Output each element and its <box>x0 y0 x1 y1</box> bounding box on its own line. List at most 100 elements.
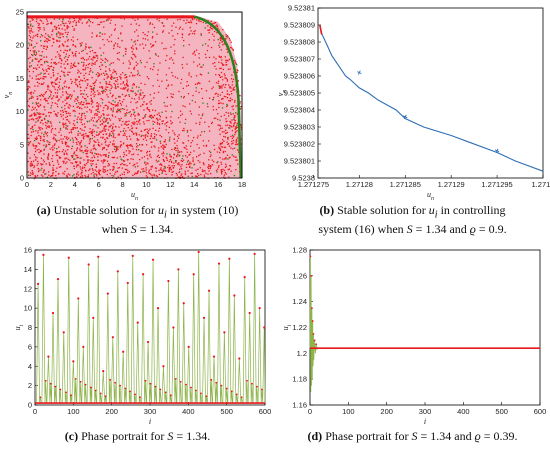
scatter-point <box>80 90 82 92</box>
scatter-point <box>123 87 125 89</box>
scatter-point <box>171 171 173 173</box>
scatter-point <box>49 22 52 24</box>
scatter-point <box>166 18 168 20</box>
scatter-point <box>217 27 219 29</box>
scatter-point <box>195 49 198 51</box>
scatter-point <box>185 145 188 147</box>
scatter-point <box>161 120 163 122</box>
scatter-point <box>220 56 222 59</box>
scatter-point <box>181 164 183 166</box>
scatter-point <box>35 109 38 111</box>
scatter-point <box>128 120 130 122</box>
x-tick-label: 200 <box>105 407 118 416</box>
scatter-point <box>69 48 71 50</box>
scatter-point <box>120 33 122 35</box>
scatter-point <box>65 122 67 125</box>
scatter-point <box>145 164 147 166</box>
peak-marker <box>243 276 246 279</box>
scatter-point <box>239 124 242 126</box>
scatter-point <box>99 169 102 172</box>
scatter-point <box>209 151 212 154</box>
scatter-point <box>95 55 97 57</box>
scatter-point <box>209 26 211 29</box>
scatter-point <box>208 56 211 59</box>
scatter-point <box>183 129 185 132</box>
scatter-point <box>235 169 237 171</box>
scatter-point <box>100 73 103 75</box>
scatter-point <box>180 168 183 170</box>
scatter-point <box>53 62 55 64</box>
scatter-point <box>103 159 105 161</box>
scatter-point <box>56 96 59 98</box>
scatter-point <box>56 103 58 105</box>
peak-marker <box>223 331 226 334</box>
scatter-point <box>42 22 44 24</box>
scatter-point <box>180 78 183 81</box>
scatter-point <box>60 70 63 72</box>
scatter-point <box>109 22 112 24</box>
scatter-point <box>52 155 54 157</box>
scatter-point <box>39 19 41 21</box>
scatter-point <box>96 139 99 141</box>
scatter-point <box>109 168 111 171</box>
scatter-point <box>69 21 72 23</box>
scatter-point <box>220 56 222 58</box>
scatter-point <box>135 94 137 96</box>
scatter-point <box>66 25 68 27</box>
scatter-point <box>130 71 132 74</box>
scatter-point <box>128 60 130 62</box>
scatter-point <box>65 31 67 34</box>
scatter-point <box>200 74 203 76</box>
scatter-point <box>72 40 74 42</box>
scatter-point <box>168 164 170 167</box>
scatter-point <box>197 82 199 84</box>
scatter-point <box>146 35 148 37</box>
scatter-point <box>27 109 29 111</box>
scatter-point <box>120 76 122 79</box>
scatter-point <box>40 20 43 22</box>
scatter-point <box>186 161 189 163</box>
scatter-point <box>223 114 226 116</box>
scatter-point <box>126 145 128 148</box>
scatter-point <box>165 156 167 159</box>
scatter-point <box>37 167 39 170</box>
scatter-point <box>222 79 224 81</box>
scatter-point <box>103 113 105 116</box>
scatter-point <box>147 163 149 165</box>
scatter-point <box>169 153 171 156</box>
scatter-point <box>220 161 222 164</box>
peak-marker <box>139 396 141 399</box>
scatter-point <box>53 74 55 76</box>
scatter-point <box>49 163 51 166</box>
scatter-point <box>85 93 88 96</box>
scatter-point <box>170 123 172 125</box>
scatter-point <box>105 89 108 91</box>
scatter-point <box>124 163 126 166</box>
scatter-point <box>158 130 160 132</box>
scatter-point <box>46 125 49 128</box>
scatter-point <box>132 148 134 150</box>
scatter-point <box>155 54 157 56</box>
scatter-point <box>213 96 215 99</box>
scatter-point <box>144 137 147 139</box>
scatter-point <box>65 124 67 127</box>
scatter-point <box>107 156 109 158</box>
scatter-point <box>222 158 224 160</box>
scatter-point <box>61 140 63 143</box>
scatter-point <box>182 142 185 144</box>
scatter-point <box>234 128 236 131</box>
scatter-point <box>73 151 76 153</box>
scatter-point <box>231 140 233 142</box>
scatter-point <box>218 146 220 148</box>
scatter-point <box>171 59 174 61</box>
scatter-point <box>81 176 83 178</box>
scatter-point <box>173 162 175 164</box>
scatter-point <box>128 152 130 154</box>
peak-marker <box>230 390 233 393</box>
scatter-point <box>81 115 83 117</box>
trajectory-marker <box>357 70 362 75</box>
scatter-point <box>157 154 160 157</box>
scatter-point <box>71 145 74 147</box>
scatter-point <box>188 34 190 36</box>
scatter-point <box>119 111 121 113</box>
